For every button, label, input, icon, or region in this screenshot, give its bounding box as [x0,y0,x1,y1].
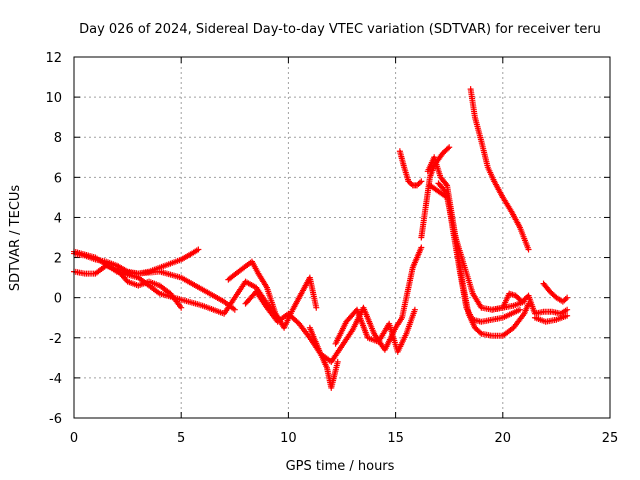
data-point [411,306,418,313]
data-point [525,246,532,253]
series-arc-8 [332,306,418,355]
data-point [564,312,571,319]
y-tick-label: 0 [54,292,62,307]
y-axis-label: SDTVAR / TECUs [8,185,23,292]
series-arc-9 [396,148,425,189]
data-point [313,304,320,311]
y-tick-label: -4 [49,372,62,387]
x-axis-label: GPS time / hours [286,459,395,474]
y-tick-label: 4 [54,211,62,226]
y-tick-label: 6 [54,171,62,186]
data-point [564,294,571,301]
y-tick-label: 8 [54,131,62,146]
data-point-trace [477,329,484,336]
series-arc-5 [225,258,320,331]
y-tick-label: 10 [45,91,62,106]
series-arc-15 [489,290,571,317]
data-point-trace [442,181,449,188]
y-tick-label: -2 [49,332,62,347]
data-point [195,246,202,253]
plot-frame [73,56,611,419]
x-tick-label: 0 [70,431,78,446]
x-tick-label: 25 [602,431,619,446]
data-point [446,144,453,151]
data-point [334,358,341,365]
data-point [418,178,425,185]
x-tick-label: 20 [495,431,512,446]
data-point [178,304,185,311]
x-tick-label: 15 [387,431,404,446]
y-tick-label: -6 [49,412,62,427]
data-points [71,86,571,391]
data-point [231,306,238,313]
x-tick-label: 10 [280,431,297,446]
data-point [418,244,425,251]
series-arc-17 [531,312,571,325]
series-arc-7 [306,244,425,365]
series-arc-16 [540,280,571,305]
y-tick-label: 2 [54,252,62,267]
data-point [564,306,571,313]
data-point [516,306,523,313]
series-arc-14 [467,86,532,253]
y-tick-label: 12 [45,51,62,66]
x-tick-label: 5 [177,431,185,446]
chart-title: Day 026 of 2024, Sidereal Day-to-day VTE… [79,22,601,37]
series-arc-13 [435,180,523,325]
data-point-trace [444,145,451,152]
